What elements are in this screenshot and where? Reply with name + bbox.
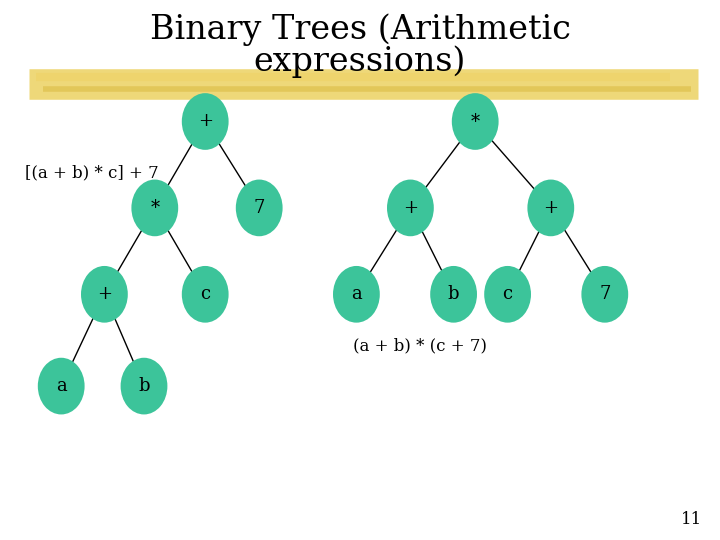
Ellipse shape xyxy=(132,179,179,237)
Ellipse shape xyxy=(527,179,575,237)
Text: +: + xyxy=(544,199,558,217)
Ellipse shape xyxy=(181,93,229,150)
Text: 11: 11 xyxy=(680,511,702,528)
Text: a: a xyxy=(56,377,66,395)
Text: [(a + b) * c] + 7: [(a + b) * c] + 7 xyxy=(25,164,159,181)
Text: a: a xyxy=(351,285,361,303)
Ellipse shape xyxy=(387,179,433,237)
Ellipse shape xyxy=(121,357,167,415)
Text: *: * xyxy=(471,112,480,131)
Text: *: * xyxy=(150,199,159,217)
Text: c: c xyxy=(200,285,210,303)
Text: 7: 7 xyxy=(599,285,611,303)
Ellipse shape xyxy=(81,266,128,322)
Ellipse shape xyxy=(181,266,229,322)
Text: Binary Trees (Arithmetic: Binary Trees (Arithmetic xyxy=(150,14,570,46)
Ellipse shape xyxy=(484,266,531,322)
Ellipse shape xyxy=(37,357,85,415)
Text: c: c xyxy=(503,285,513,303)
Ellipse shape xyxy=(236,179,282,237)
Text: b: b xyxy=(448,285,459,303)
Text: 7: 7 xyxy=(253,199,265,217)
Text: b: b xyxy=(138,377,150,395)
Text: +: + xyxy=(198,112,212,131)
Ellipse shape xyxy=(452,93,498,150)
Ellipse shape xyxy=(582,266,628,322)
Text: +: + xyxy=(403,199,418,217)
Text: (a + b) * (c + 7): (a + b) * (c + 7) xyxy=(353,337,487,354)
Ellipse shape xyxy=(333,266,380,322)
Text: +: + xyxy=(97,285,112,303)
Text: expressions): expressions) xyxy=(254,46,466,78)
Ellipse shape xyxy=(431,266,477,322)
